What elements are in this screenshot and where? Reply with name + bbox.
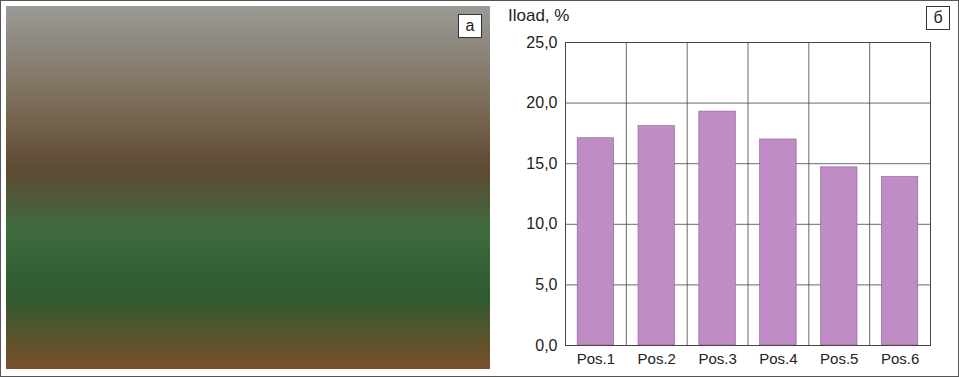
svg-text:Pos.5: Pos.5 (820, 350, 858, 367)
svg-text:5,0: 5,0 (535, 276, 557, 293)
svg-text:Pos.1: Pos.1 (577, 350, 615, 367)
svg-text:Pos.3: Pos.3 (698, 350, 736, 367)
svg-text:0,0: 0,0 (535, 337, 557, 354)
svg-text:Pos.4: Pos.4 (759, 350, 797, 367)
html-text:б: б (933, 9, 943, 26)
svg-text:20,0: 20,0 (526, 94, 557, 111)
svg-text:15,0: 15,0 (526, 155, 557, 172)
html-text:а: а (465, 17, 475, 34)
svg-text:Pos.6: Pos.6 (881, 350, 919, 367)
svg-text:10,0: 10,0 (526, 215, 557, 232)
svg-text:Pos.2: Pos.2 (638, 350, 676, 367)
svg-text:25,0: 25,0 (526, 34, 557, 51)
html-text:Iload, %: Iload, % (508, 6, 570, 25)
